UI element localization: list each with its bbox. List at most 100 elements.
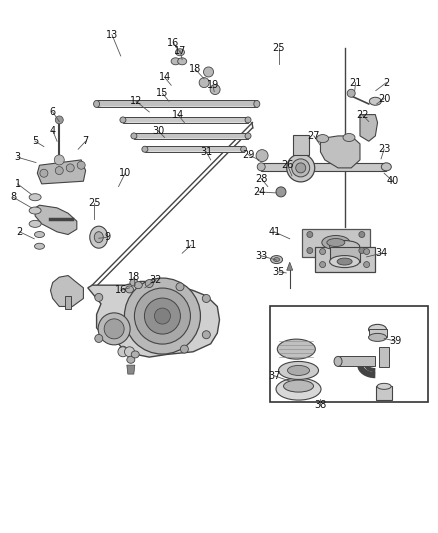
Circle shape xyxy=(40,169,48,177)
Circle shape xyxy=(199,78,208,87)
Text: 41: 41 xyxy=(268,227,280,237)
Text: 37: 37 xyxy=(268,371,280,381)
Text: 33: 33 xyxy=(254,251,267,261)
Ellipse shape xyxy=(35,243,44,249)
Ellipse shape xyxy=(368,97,381,106)
Ellipse shape xyxy=(131,133,137,139)
Text: 20: 20 xyxy=(377,94,389,103)
Bar xyxy=(123,117,247,123)
Circle shape xyxy=(54,155,64,165)
Ellipse shape xyxy=(131,351,139,358)
Text: 3: 3 xyxy=(14,152,21,162)
Text: 19: 19 xyxy=(206,80,219,90)
Circle shape xyxy=(346,89,354,98)
Text: 28: 28 xyxy=(254,174,267,183)
Circle shape xyxy=(202,330,210,339)
Text: 9: 9 xyxy=(104,232,110,242)
Text: 18: 18 xyxy=(127,272,140,282)
Text: 23: 23 xyxy=(377,144,389,154)
Circle shape xyxy=(363,248,369,255)
Text: 14: 14 xyxy=(171,110,184,119)
Ellipse shape xyxy=(329,240,359,253)
Circle shape xyxy=(276,187,285,197)
Ellipse shape xyxy=(321,236,349,249)
Bar xyxy=(65,296,71,309)
Circle shape xyxy=(124,278,200,354)
Circle shape xyxy=(291,159,309,177)
Bar xyxy=(337,357,374,366)
Ellipse shape xyxy=(29,220,41,228)
Circle shape xyxy=(98,313,130,345)
Text: 18: 18 xyxy=(189,64,201,74)
Circle shape xyxy=(124,347,134,357)
Text: 10: 10 xyxy=(119,168,131,178)
Ellipse shape xyxy=(35,231,44,238)
Circle shape xyxy=(145,279,153,288)
Text: 14: 14 xyxy=(158,72,170,82)
Text: 25: 25 xyxy=(272,43,284,53)
Circle shape xyxy=(180,345,188,353)
Circle shape xyxy=(104,319,124,339)
Circle shape xyxy=(319,262,325,268)
Ellipse shape xyxy=(257,163,265,171)
Circle shape xyxy=(154,308,170,324)
Circle shape xyxy=(55,116,63,124)
Ellipse shape xyxy=(244,117,251,123)
Ellipse shape xyxy=(89,226,108,248)
Polygon shape xyxy=(359,115,377,141)
Text: 25: 25 xyxy=(88,198,100,207)
Circle shape xyxy=(306,231,312,238)
Ellipse shape xyxy=(130,279,138,286)
Ellipse shape xyxy=(342,133,354,142)
Text: 11: 11 xyxy=(184,240,197,250)
Bar xyxy=(329,247,359,262)
Bar xyxy=(378,348,388,367)
Ellipse shape xyxy=(125,286,133,293)
Text: 16: 16 xyxy=(114,286,127,295)
Bar xyxy=(292,135,308,155)
Polygon shape xyxy=(37,160,85,184)
Ellipse shape xyxy=(278,361,318,379)
Text: 2: 2 xyxy=(17,227,23,237)
Ellipse shape xyxy=(276,378,320,400)
Circle shape xyxy=(134,288,190,344)
Ellipse shape xyxy=(29,193,41,201)
Text: 29: 29 xyxy=(241,150,254,159)
Text: 31: 31 xyxy=(200,147,212,157)
Text: 22: 22 xyxy=(355,110,367,119)
Ellipse shape xyxy=(326,238,344,247)
Text: 30: 30 xyxy=(152,126,164,135)
Ellipse shape xyxy=(177,58,186,65)
Circle shape xyxy=(144,298,180,334)
Text: 39: 39 xyxy=(388,336,400,346)
Ellipse shape xyxy=(141,146,148,152)
Polygon shape xyxy=(50,276,83,306)
Circle shape xyxy=(358,247,364,254)
Circle shape xyxy=(306,247,312,254)
Ellipse shape xyxy=(171,58,180,65)
Text: 17: 17 xyxy=(173,46,186,55)
Circle shape xyxy=(363,262,369,268)
Ellipse shape xyxy=(283,380,313,392)
Ellipse shape xyxy=(367,325,386,334)
Text: 27: 27 xyxy=(307,131,319,141)
Ellipse shape xyxy=(333,357,341,366)
Ellipse shape xyxy=(93,100,99,108)
Text: 12: 12 xyxy=(130,96,142,106)
Ellipse shape xyxy=(175,49,184,56)
Polygon shape xyxy=(320,136,359,168)
Bar xyxy=(314,247,374,272)
Circle shape xyxy=(255,150,268,161)
Text: 2: 2 xyxy=(382,78,389,87)
Ellipse shape xyxy=(134,281,142,289)
Polygon shape xyxy=(127,365,134,374)
Circle shape xyxy=(55,166,63,175)
Bar xyxy=(145,146,243,152)
Circle shape xyxy=(203,67,213,77)
Bar xyxy=(375,386,391,400)
Circle shape xyxy=(286,154,314,182)
Ellipse shape xyxy=(277,339,314,359)
Polygon shape xyxy=(35,205,77,235)
Text: 4: 4 xyxy=(49,126,56,135)
Circle shape xyxy=(319,248,325,255)
